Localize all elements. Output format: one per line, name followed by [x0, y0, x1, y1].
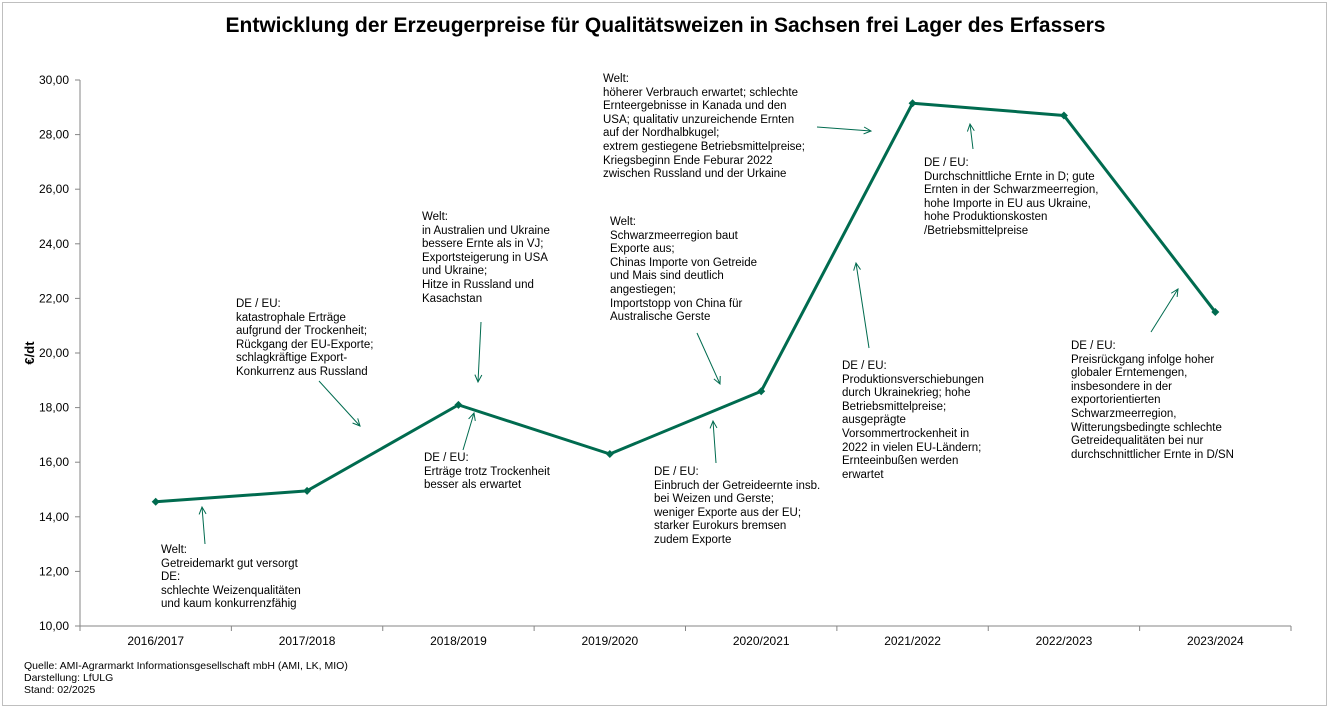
y-tick-label: 16,00 [39, 455, 69, 469]
annotation-arrow [462, 412, 475, 451]
annotation-arrowhead [352, 418, 361, 427]
annotation-2016-2017: Welt: Getreidemarkt gut versorgt DE: sch… [161, 544, 301, 611]
annotation-2023-2024: DE / EU: Preisrückgang infolge hoher glo… [1071, 340, 1234, 461]
y-tick-label: 28,00 [39, 128, 69, 142]
annotation-2021-2022-de: DE / EU: Produktionsverschiebungen durch… [842, 360, 984, 481]
data-point-marker [757, 387, 766, 396]
annotation-arrow [696, 332, 721, 385]
chart-title: Entwicklung der Erzeugerpreise für Quali… [225, 14, 1106, 37]
data-point-marker [454, 400, 463, 409]
x-tick-label: 2022/2023 [1036, 634, 1093, 648]
source-note: Quelle: AMI-Agrarmarkt Informationsgesel… [24, 660, 348, 696]
y-tick-label: 24,00 [39, 237, 69, 251]
annotation-arrow [816, 126, 872, 132]
x-tick-label: 2017/2018 [279, 634, 336, 648]
annotation-arrow [1150, 288, 1179, 333]
annotation-arrowhead [1170, 288, 1179, 298]
credit-line: Darstellung: LfULG [24, 672, 114, 684]
x-tick-label: 2016/2017 [127, 634, 184, 648]
date-line: Stand: 02/2025 [24, 684, 96, 696]
data-point-marker [1211, 308, 1220, 317]
annotation-arrowhead [198, 505, 207, 515]
x-tick-label: 2021/2022 [884, 634, 941, 648]
annotation-2017-2018: DE / EU: katastrophale Erträge aufgrund … [236, 298, 374, 378]
annotation-2022-2023: DE / EU: Durchschnittliche Ernte in D; g… [924, 157, 1099, 237]
annotation-2021-2022-world: Welt: höherer Verbrauch erwartet; schlec… [603, 73, 805, 181]
y-tick-label: 18,00 [39, 401, 69, 415]
annotation-arrowhead [474, 374, 483, 384]
annotation-2018-2019-de: DE / EU: Erträge trotz Trockenheit besse… [424, 452, 550, 492]
y-tick-label: 22,00 [39, 291, 69, 305]
annotation-arrowhead [468, 411, 476, 421]
annotation-arrowhead [709, 419, 718, 429]
x-tick-label: 2019/2020 [581, 634, 638, 648]
chart-axes: 10,00 12,00 14,00 16,00 18,00 20,00 22,00 24,00… [22, 73, 1292, 648]
annotation-2019-2020: Welt: Schwarzmeerregion baut Exporte aus… [610, 216, 758, 324]
annotation-arrow [477, 321, 482, 383]
price-series [151, 99, 1220, 506]
annotation-arrows [198, 122, 1179, 545]
x-tick-label: 2023/2024 [1187, 634, 1244, 648]
data-point-marker [908, 99, 917, 108]
y-tick-label: 14,00 [39, 510, 69, 524]
data-point-marker [605, 450, 614, 459]
annotation-arrowhead [713, 375, 721, 386]
y-tick-label: 10,00 [39, 619, 69, 633]
annotation-arrow [318, 380, 361, 427]
source-line: Quelle: AMI-Agrarmarkt Informationsgesel… [24, 660, 348, 672]
annotation-arrowhead [863, 126, 873, 135]
annotation-arrowhead [966, 122, 975, 132]
data-point-marker [303, 486, 312, 495]
y-tick-label: 20,00 [39, 346, 69, 360]
data-point-marker [151, 497, 160, 506]
y-tick-label: 26,00 [39, 182, 69, 196]
annotation-2020-2021: DE / EU: Einbruch der Getreideernte insb… [654, 466, 821, 546]
y-tick-label: 12,00 [39, 564, 69, 578]
annotation-2018-2019-world: Welt: in Australien und Ukraine bessere … [422, 211, 550, 305]
y-axis-label: €/dt [22, 341, 37, 365]
annotation-arrow [969, 123, 974, 150]
annotation-arrowhead [853, 261, 861, 271]
x-tick-label: 2018/2019 [430, 634, 487, 648]
annotation-arrow [855, 262, 870, 349]
annotation-arrow [201, 506, 206, 545]
data-point-marker [1059, 111, 1068, 120]
y-tick-label: 30,00 [39, 73, 69, 87]
series-line [155, 101, 1217, 504]
x-tick-label: 2020/2021 [733, 634, 790, 648]
annotation-arrow [712, 420, 717, 464]
